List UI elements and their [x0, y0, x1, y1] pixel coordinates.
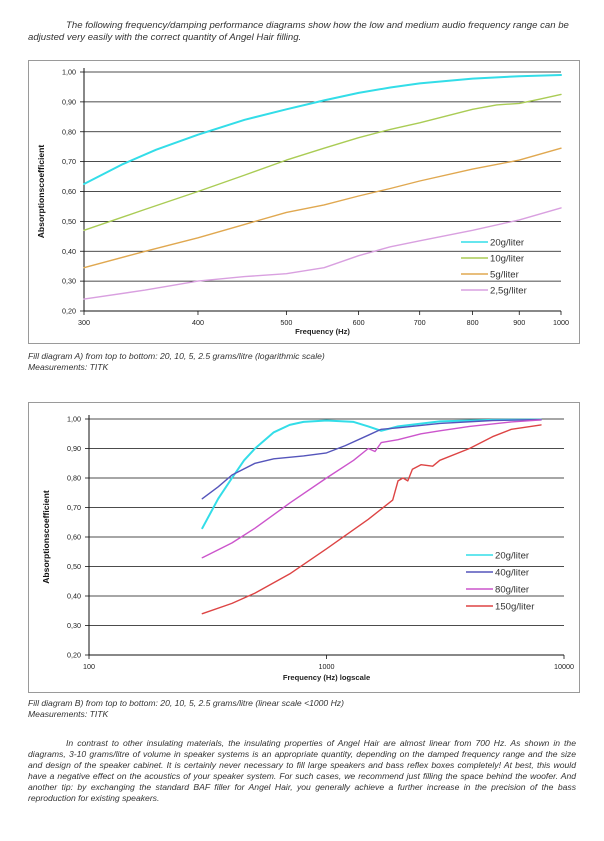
legend-label: 20g/liter	[490, 238, 525, 249]
y-tick-label: 0,50	[62, 217, 76, 226]
x-axis-label: Frequency (Hz) logscale	[283, 673, 370, 682]
y-tick-label: 0,60	[62, 187, 76, 196]
series-line-40g-liter	[201, 418, 542, 500]
x-tick-label: 1000	[319, 662, 335, 671]
caption-b-line1: Fill diagram B) from top to bottom: 20, …	[28, 698, 344, 708]
y-tick-label: 0,40	[67, 592, 81, 601]
fill-diagram-b-plot: 0,20 0,30 0,40 0,50 0,60 0,70 0,80 0,90 1,00 100 1…	[41, 415, 574, 683]
y-tick-label: 0,70	[67, 503, 81, 512]
legend-label: 150g/liter	[495, 602, 535, 613]
y-tick-label: 0,80	[62, 127, 76, 136]
legend-label: 40g/liter	[495, 568, 530, 579]
y-tick-label: 0,20	[67, 651, 81, 660]
y-tick-label: 0,20	[62, 307, 76, 316]
legend-label: 5g/liter	[490, 270, 520, 281]
fill-diagram-b: 0,20 0,30 0,40 0,50 0,60 0,70 0,80 0,90 1,00 100 1…	[28, 402, 580, 693]
series-line-2-5g-liter	[83, 207, 562, 300]
y-axis-label: Absorptionscoefficient	[36, 145, 46, 239]
y-tick-label: 0,90	[62, 97, 76, 106]
y-tick-label: 0,40	[62, 247, 76, 256]
x-tick-label: 800	[467, 318, 479, 327]
fill-diagram-b-caption: Fill diagram B) from top to bottom: 20, …	[28, 698, 578, 720]
legend-label: 20g/liter	[495, 551, 530, 562]
series-line-5g-liter	[83, 147, 562, 269]
caption-a-line1: Fill diagram A) from top to bottom: 20, …	[28, 351, 325, 361]
series-line-80g-liter	[201, 419, 542, 559]
x-tick-label: 700	[414, 318, 426, 327]
y-axis-label: Absorptionscoefficient	[41, 490, 51, 584]
y-tick-label: 0,70	[62, 157, 76, 166]
x-axis-label: Frequency (Hz)	[295, 327, 350, 336]
x-tick-label: 10000	[554, 662, 574, 671]
y-tick-label: 1,00	[67, 415, 81, 424]
x-tick-label: 900	[513, 318, 525, 327]
y-tick-label: 0,30	[67, 621, 81, 630]
y-tick-label: 1,00	[62, 68, 76, 77]
intro-paragraph: The following frequency/damping performa…	[28, 20, 569, 43]
series-line-20g-liter	[83, 74, 562, 185]
series-line-150g-liter	[201, 424, 542, 615]
caption-b-line2: Measurements: TITK	[28, 709, 109, 719]
y-tick-label: 0,90	[67, 444, 81, 453]
legend-label: 2,5g/liter	[490, 286, 528, 297]
y-tick-label: 0,30	[62, 277, 76, 286]
x-tick-label: 300	[78, 318, 90, 327]
y-tick-label: 0,60	[67, 533, 81, 542]
fill-diagram-a-plot: 0,20 0,30 0,40 0,50 0,60 0,70 0,80 0,90 1,00 300 4…	[36, 68, 569, 337]
caption-a-line2: Measurements: TITK	[28, 362, 109, 372]
series-line-20g-liter	[201, 418, 542, 530]
x-tick-label: 100	[83, 662, 95, 671]
x-tick-label: 500	[280, 318, 292, 327]
legend-label: 10g/liter	[490, 254, 525, 265]
x-tick-label: 400	[192, 318, 204, 327]
body-paragraph: In contrast to other insulating material…	[28, 738, 576, 803]
fill-diagram-a: 0,20 0,30 0,40 0,50 0,60 0,70 0,80 0,90 1,00 300 4…	[28, 60, 580, 344]
legend-label: 80g/liter	[495, 585, 530, 596]
x-tick-label: 1000	[553, 318, 569, 327]
y-tick-label: 0,80	[67, 474, 81, 483]
y-tick-label: 0,50	[67, 562, 81, 571]
series-line-10g-liter	[83, 93, 562, 231]
fill-diagram-a-caption: Fill diagram A) from top to bottom: 20, …	[28, 351, 578, 373]
x-tick-label: 600	[353, 318, 365, 327]
